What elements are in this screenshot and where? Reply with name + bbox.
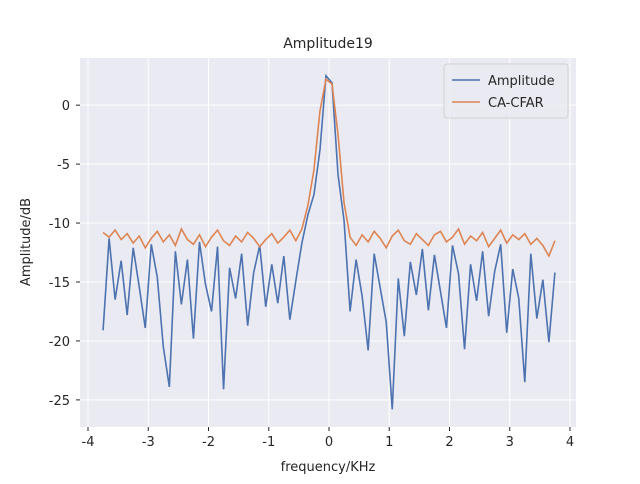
legend-label: CA-CFAR xyxy=(488,96,544,111)
x-tick-label: 2 xyxy=(445,435,453,450)
y-tick-label: -25 xyxy=(49,394,70,409)
x-tick-label: -3 xyxy=(142,435,155,450)
y-tick-label: -20 xyxy=(49,335,70,350)
x-tick-label: -2 xyxy=(202,435,215,450)
y-tick-label: 0 xyxy=(62,99,70,114)
plot-area xyxy=(80,58,576,427)
legend: Amplitude CA-CFAR xyxy=(443,63,569,119)
lines xyxy=(102,73,556,410)
x-tick-label: 1 xyxy=(385,435,393,450)
legend-box xyxy=(443,63,569,119)
y-tick-label: -15 xyxy=(49,276,70,291)
y-axis-label: Amplitude/dB xyxy=(19,198,34,286)
grid xyxy=(80,58,576,427)
x-axis-label: frequency/KHz xyxy=(281,460,376,475)
chart-title: Amplitude19 xyxy=(283,36,373,52)
y-tick-label: -5 xyxy=(57,158,70,173)
legend-label: Amplitude xyxy=(488,74,555,89)
x-tick-label: -1 xyxy=(262,435,275,450)
y-tick-label: -10 xyxy=(49,217,70,232)
series-line xyxy=(102,73,556,410)
series-line xyxy=(102,77,556,258)
x-tick-label: 4 xyxy=(566,435,574,450)
x-tick-label: -4 xyxy=(82,435,95,450)
x-tick-label: 3 xyxy=(506,435,514,450)
x-tick-label: 0 xyxy=(325,435,333,450)
